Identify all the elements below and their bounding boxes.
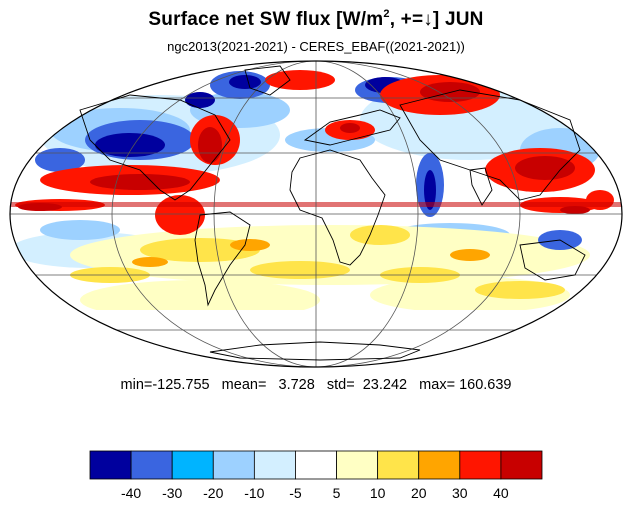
- statistics-line: min=-125.755 mean= 3.728 std= 23.242 max…: [120, 377, 512, 393]
- colorbar-label: 5: [333, 485, 341, 501]
- colorbar-label: -5: [289, 485, 302, 501]
- colorbar-label: -30: [162, 485, 182, 501]
- colorbar-label: 10: [370, 485, 386, 501]
- colorbar-box-10: [500, 450, 543, 480]
- colorbar-label: -20: [203, 485, 223, 501]
- plot-title: Surface net SW flux [W/m2, +=↓] JUN: [0, 8, 632, 31]
- colorbar-box-1: [130, 450, 173, 480]
- colorbar-label: 40: [493, 485, 509, 501]
- colorbar-box-3: [212, 450, 255, 480]
- colorbar-box-9: [459, 450, 502, 480]
- colorbar-box-5: [295, 450, 337, 480]
- colorbar-label: 30: [452, 485, 468, 501]
- colorbar-label: -10: [244, 485, 264, 501]
- colorbar-box-7: [377, 450, 420, 480]
- colorbar-label: 20: [411, 485, 427, 501]
- title-main: Surface net SW flux [W/m: [148, 9, 384, 30]
- plot-subtitle: ngc2013(2021-2021) - CERES_EBAF((2021-20…: [167, 39, 465, 54]
- title-superscript: 2: [383, 8, 390, 20]
- colorbar-box-4: [253, 450, 296, 480]
- colorbar-box-8: [418, 450, 461, 480]
- colorbar-label: -40: [121, 485, 141, 501]
- mollweide-map: [9, 60, 623, 368]
- colorbar-box-2: [171, 450, 214, 480]
- colorbar-box-0: [89, 450, 132, 480]
- map-border: [9, 60, 623, 368]
- title-rest: , +=↓] JUN: [389, 9, 484, 30]
- coastlines: [79, 65, 586, 361]
- colorbar-box-6: [336, 450, 379, 480]
